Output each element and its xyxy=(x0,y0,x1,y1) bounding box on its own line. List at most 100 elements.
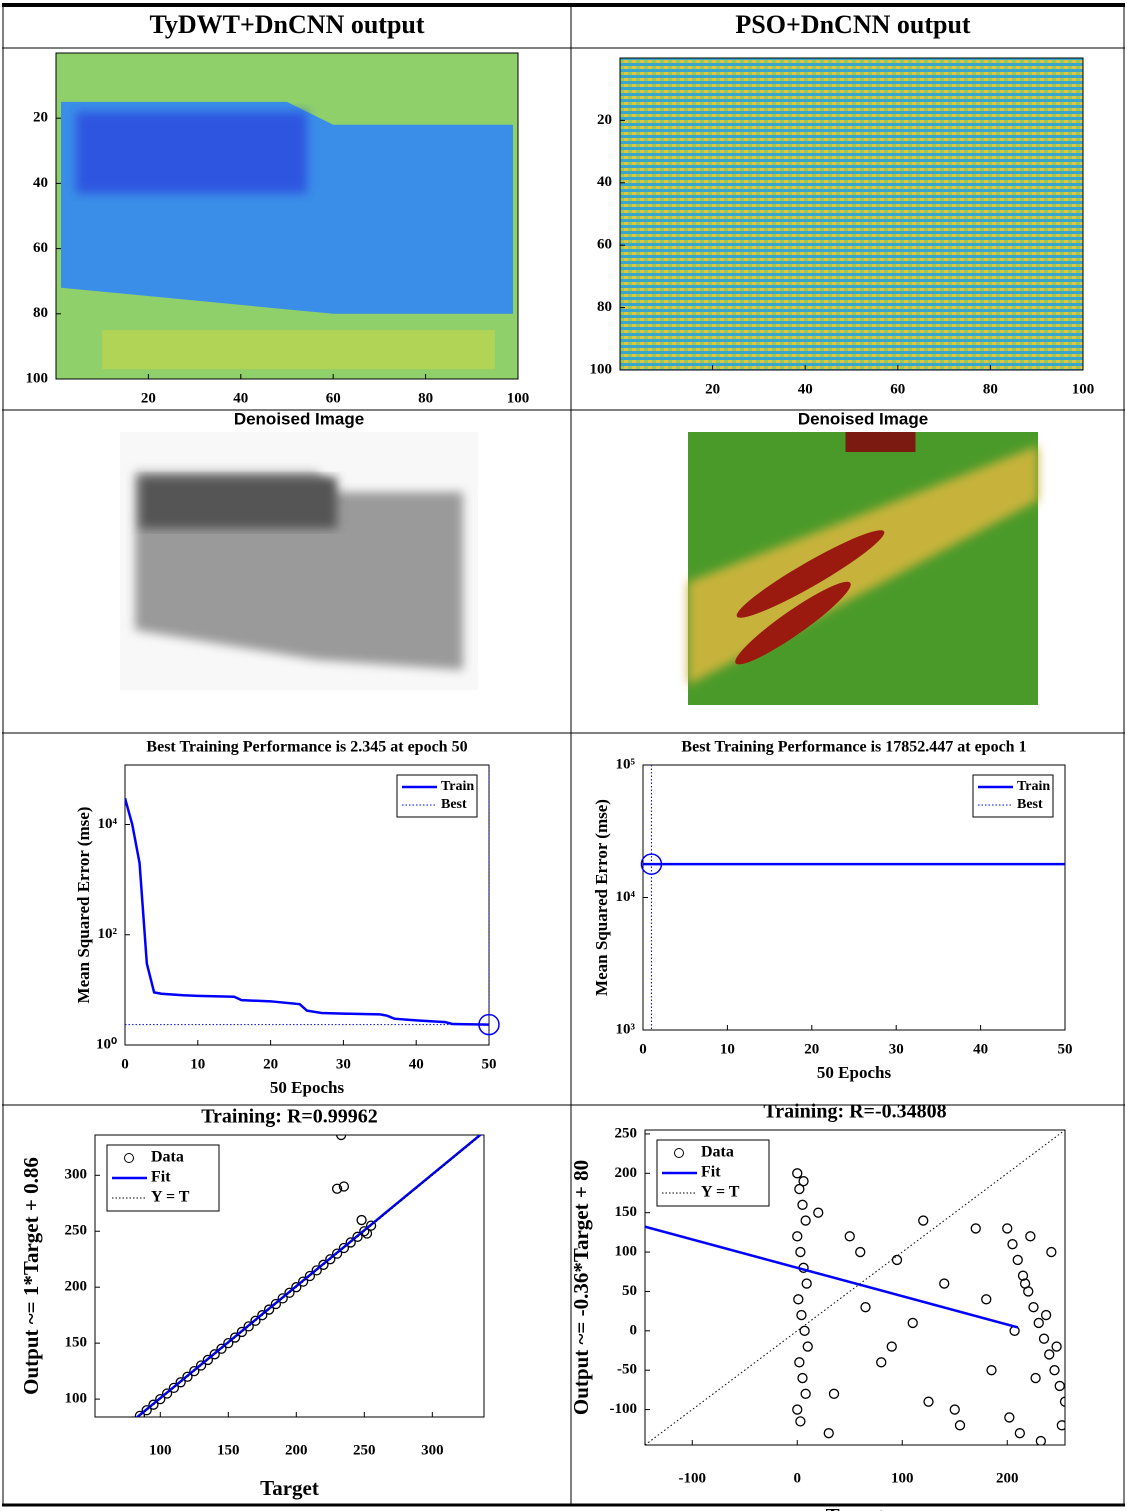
x-tick-label: 10 xyxy=(190,1056,205,1072)
y-tick-label: 50 xyxy=(622,1283,637,1299)
data-point xyxy=(338,1181,350,1192)
x-tick-label: 150 xyxy=(217,1442,240,1458)
data-point xyxy=(263,1304,275,1315)
data-point xyxy=(792,1404,803,1415)
x-axis-label: Target xyxy=(260,1476,319,1500)
x-tick-label: 200 xyxy=(285,1442,308,1458)
data-point xyxy=(291,1282,302,1293)
data-point xyxy=(823,1428,834,1439)
data-point xyxy=(813,1207,824,1218)
data-point xyxy=(799,1325,810,1336)
legend-label: Y = T xyxy=(701,1184,740,1201)
data-point xyxy=(195,1360,207,1371)
data-point xyxy=(1051,1341,1062,1352)
data-point xyxy=(257,1310,268,1321)
x-tick-label: 80 xyxy=(983,381,998,397)
data-point xyxy=(277,1293,288,1304)
image-region xyxy=(140,477,337,529)
data-point xyxy=(886,1341,897,1352)
data-point xyxy=(189,1365,200,1377)
x-tick-label: 40 xyxy=(973,1041,988,1057)
legend-label: Data xyxy=(701,1144,734,1161)
data-point xyxy=(794,1183,805,1195)
column-header: TyDWT+DnCNN output xyxy=(149,10,424,39)
x-tick-label: 40 xyxy=(409,1056,424,1072)
x-tick-label: 40 xyxy=(798,381,813,397)
data-point xyxy=(1017,1270,1029,1281)
x-tick-label: 50 xyxy=(482,1056,497,1072)
data-point xyxy=(115,1428,124,1437)
data-point xyxy=(168,1382,180,1394)
data-point xyxy=(828,1388,840,1399)
data-point xyxy=(1004,1412,1015,1423)
data-point xyxy=(130,1416,136,1417)
data-point xyxy=(792,1168,803,1179)
data-point xyxy=(318,1259,329,1270)
legend-label: Best xyxy=(1017,797,1043,812)
data-point xyxy=(148,1399,159,1410)
data-point xyxy=(229,1332,241,1343)
data-point xyxy=(1030,1372,1041,1384)
x-tick-label: 10 xyxy=(720,1041,735,1057)
data-point xyxy=(134,1410,146,1417)
data-point xyxy=(209,1349,220,1360)
legend-label: Train xyxy=(441,779,474,794)
y-tick-label: 60 xyxy=(33,240,48,256)
image-title: Denoised Image xyxy=(798,409,928,428)
x-tick-label: 0 xyxy=(121,1056,129,1072)
data-point xyxy=(949,1404,960,1415)
y-tick-label: 0 xyxy=(630,1322,638,1338)
image-region xyxy=(735,581,851,665)
data-point xyxy=(1014,1428,1025,1439)
x-axis-label: 50 Epochs xyxy=(270,1078,345,1097)
data-point xyxy=(1025,1231,1036,1242)
data-point xyxy=(345,1237,356,1248)
legend-label: Fit xyxy=(151,1169,171,1186)
data-point xyxy=(182,1371,193,1382)
heatmap-region xyxy=(102,330,495,370)
data-point xyxy=(243,1321,254,1332)
y-tick-label: 40 xyxy=(33,175,48,191)
data-point xyxy=(216,1343,227,1354)
y-tick-label: 10² xyxy=(98,926,118,942)
y-tick-label: 10³ xyxy=(616,1021,636,1037)
best-point xyxy=(640,853,663,875)
data-point xyxy=(1049,1365,1060,1376)
y-axis-label: Output ~= -0.36*Target + 80 xyxy=(569,1160,593,1415)
y-axis-label: Mean Squared Error (mse) xyxy=(592,799,611,996)
data-point xyxy=(795,1416,806,1427)
x-tick-label: 20 xyxy=(705,381,720,397)
data-point xyxy=(311,1265,322,1276)
data-point xyxy=(986,1365,997,1376)
data-point xyxy=(175,1377,186,1388)
y-tick-label: 200 xyxy=(65,1279,88,1295)
data-point xyxy=(1002,1223,1013,1234)
x-tick-label: -100 xyxy=(679,1470,707,1486)
y-tick-label: 300 xyxy=(65,1167,88,1183)
data-point xyxy=(1054,1380,1065,1392)
data-point xyxy=(918,1215,929,1226)
data-point xyxy=(1019,1278,1031,1289)
data-point xyxy=(122,1423,131,1432)
data-point xyxy=(855,1246,866,1258)
data-point xyxy=(356,1214,367,1226)
image-title: Denoised Image xyxy=(234,409,364,428)
plot-area xyxy=(643,765,1065,1030)
data-point xyxy=(1059,1396,1065,1407)
data-point xyxy=(101,1439,110,1448)
x-tick-label: 80 xyxy=(418,390,433,406)
series-line xyxy=(125,797,489,1026)
y-tick-label: 10⁴ xyxy=(98,816,118,832)
x-tick-label: 200 xyxy=(996,1470,1019,1486)
data-point xyxy=(1038,1333,1050,1344)
data-point xyxy=(907,1317,918,1329)
y-tick-label: 20 xyxy=(597,112,612,128)
y-tick-label: 10⁴ xyxy=(616,889,636,905)
data-point xyxy=(1035,1435,1046,1445)
y-tick-label: 20 xyxy=(33,110,48,126)
data-point xyxy=(250,1315,261,1326)
x-tick-label: 100 xyxy=(149,1442,172,1458)
data-point xyxy=(359,1226,370,1237)
data-point xyxy=(336,1135,347,1141)
data-point xyxy=(876,1357,887,1368)
